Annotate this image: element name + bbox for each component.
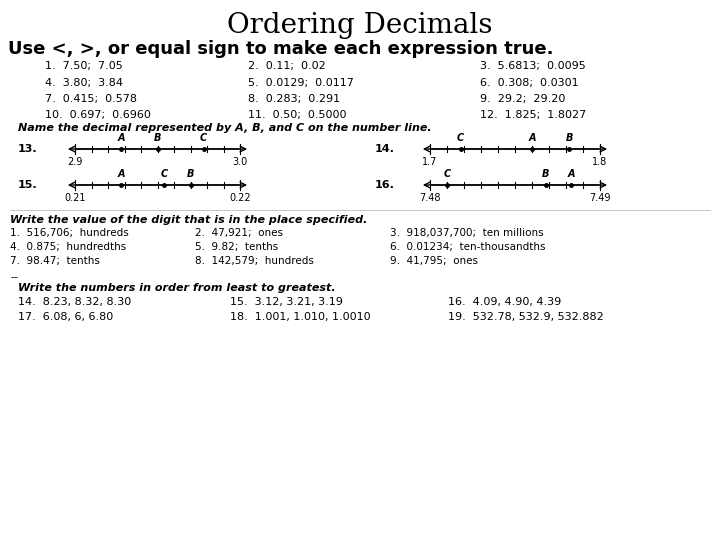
- Text: 14.  8.23, 8.32, 8.30: 14. 8.23, 8.32, 8.30: [18, 297, 131, 307]
- Text: Ordering Decimals: Ordering Decimals: [228, 12, 492, 39]
- Text: 10.  0.697;  0.6960: 10. 0.697; 0.6960: [45, 110, 151, 120]
- Text: 2.  47,921;  ones: 2. 47,921; ones: [195, 228, 283, 238]
- Text: A: A: [567, 169, 575, 179]
- Text: C: C: [161, 169, 168, 179]
- Text: 7.48: 7.48: [419, 193, 441, 203]
- Text: 19.  532.78, 532.9, 532.882: 19. 532.78, 532.9, 532.882: [448, 312, 604, 322]
- Text: 3.  918,037,700;  ten millions: 3. 918,037,700; ten millions: [390, 228, 544, 238]
- Text: C: C: [200, 133, 207, 143]
- Text: --: --: [10, 272, 18, 282]
- Text: 8.  0.283;  0.291: 8. 0.283; 0.291: [248, 94, 340, 104]
- Text: A: A: [528, 133, 536, 143]
- Text: Use <, >, or equal sign to make each expression true.: Use <, >, or equal sign to make each exp…: [8, 40, 554, 58]
- Text: 15.  3.12, 3.21, 3.19: 15. 3.12, 3.21, 3.19: [230, 297, 343, 307]
- Text: 0.22: 0.22: [229, 193, 251, 203]
- Text: 9.  41,795;  ones: 9. 41,795; ones: [390, 256, 478, 266]
- Text: 14.: 14.: [375, 144, 395, 154]
- Text: A: A: [117, 169, 125, 179]
- Text: 15.: 15.: [18, 180, 37, 190]
- Text: 1.  516,706;  hundreds: 1. 516,706; hundreds: [10, 228, 129, 238]
- Text: B: B: [542, 169, 549, 179]
- Text: B: B: [566, 133, 573, 143]
- Text: 5.  0.0129;  0.0117: 5. 0.0129; 0.0117: [248, 78, 354, 88]
- Text: 16.  4.09, 4.90, 4.39: 16. 4.09, 4.90, 4.39: [448, 297, 562, 307]
- Text: 1.8: 1.8: [593, 157, 608, 167]
- Text: 5.  9.82;  tenths: 5. 9.82; tenths: [195, 242, 278, 252]
- Text: 18.  1.001, 1.010, 1.0010: 18. 1.001, 1.010, 1.0010: [230, 312, 371, 322]
- Text: 3.  5.6813;  0.0095: 3. 5.6813; 0.0095: [480, 61, 586, 71]
- Text: Write the value of the digit that is in the place specified.: Write the value of the digit that is in …: [10, 215, 367, 225]
- Text: 4.  3.80;  3.84: 4. 3.80; 3.84: [45, 78, 123, 88]
- Text: 1.7: 1.7: [423, 157, 438, 167]
- Text: 7.49: 7.49: [589, 193, 611, 203]
- Text: Name the decimal represented by A, B, and C on the number line.: Name the decimal represented by A, B, an…: [18, 123, 431, 133]
- Text: Write the numbers in order from least to greatest.: Write the numbers in order from least to…: [18, 283, 336, 293]
- Text: 11.  0.50;  0.5000: 11. 0.50; 0.5000: [248, 110, 346, 120]
- Text: A: A: [117, 133, 125, 143]
- Text: C: C: [457, 133, 464, 143]
- Text: 4.  0.875;  hundredths: 4. 0.875; hundredths: [10, 242, 126, 252]
- Text: 1.  7.50;  7.05: 1. 7.50; 7.05: [45, 61, 122, 71]
- Text: 7.  0.415;  0.578: 7. 0.415; 0.578: [45, 94, 137, 104]
- Text: 6.  0.01234;  ten-thousandths: 6. 0.01234; ten-thousandths: [390, 242, 546, 252]
- Text: C: C: [444, 169, 451, 179]
- Text: 9.  29.2;  29.20: 9. 29.2; 29.20: [480, 94, 565, 104]
- Text: 2.  0.11;  0.02: 2. 0.11; 0.02: [248, 61, 325, 71]
- Text: 13.: 13.: [18, 144, 37, 154]
- Text: 8.  142,579;  hundreds: 8. 142,579; hundreds: [195, 256, 314, 266]
- Text: B: B: [186, 169, 194, 179]
- Text: B: B: [154, 133, 161, 143]
- Text: 0.21: 0.21: [64, 193, 86, 203]
- Text: 17.  6.08, 6, 6.80: 17. 6.08, 6, 6.80: [18, 312, 113, 322]
- Text: 7.  98.47;  tenths: 7. 98.47; tenths: [10, 256, 100, 266]
- Text: 2.9: 2.9: [67, 157, 83, 167]
- Text: 16.: 16.: [375, 180, 395, 190]
- Text: 6.  0.308;  0.0301: 6. 0.308; 0.0301: [480, 78, 579, 88]
- Text: 12.  1.825;  1.8027: 12. 1.825; 1.8027: [480, 110, 586, 120]
- Text: 3.0: 3.0: [233, 157, 248, 167]
